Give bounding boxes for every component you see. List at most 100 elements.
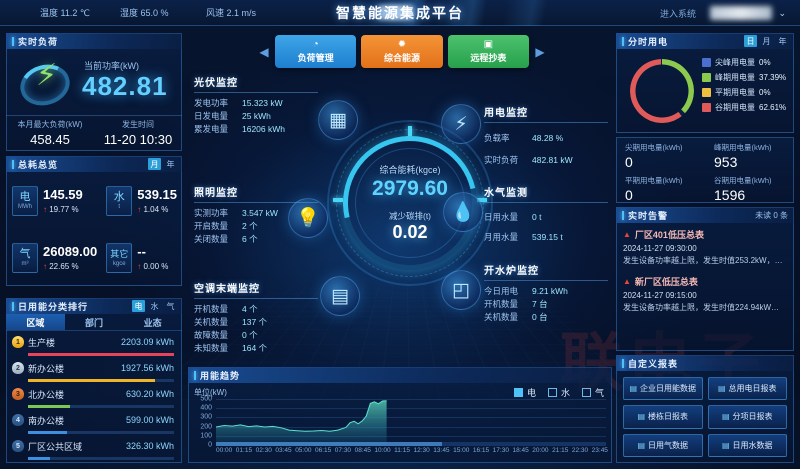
list-item[interactable]: 1 生产楼 2203.09 kWh (12, 335, 174, 361)
realtime-load-panel: 实时负荷 ⚡ 当前功率(kW) 482.81 本月最大负荷(kW) 458.45… (6, 33, 182, 151)
list-item[interactable]: 3 北办公楼 630.20 kWh (12, 387, 174, 413)
gridline (216, 399, 606, 400)
enter-system-link[interactable]: 进入系统 (659, 9, 696, 19)
tab-department[interactable]: 部门 (85, 317, 104, 328)
list-item[interactable]: 4 南办公楼 599.00 kWh (12, 413, 174, 439)
power-monitor-block[interactable]: 用电监控 负载率 48.28 % 实时负荷 482.81 kW (484, 104, 608, 171)
legend-item[interactable]: 平期用电量 0% (702, 85, 792, 100)
legend-checkbox[interactable] (581, 388, 591, 397)
nav-prev-arrow[interactable]: ◀ (259, 44, 269, 59)
row-key: 关机数量 (484, 312, 519, 322)
report-button-daily-gas[interactable]: ▤ 日用气数据 (623, 433, 703, 457)
consumption-item-gas[interactable]: 气 m³ 26089.00 ↑ 22.65 % (6, 229, 100, 286)
tab-gas[interactable]: 气 (166, 301, 175, 311)
gridline (216, 408, 606, 410)
consumption-item-water[interactable]: 水 t 539.15 ↑ 1.04 % (100, 172, 182, 229)
alarm-timestamp: 2024-11-27 09:30:00 (623, 244, 697, 253)
nav-next-arrow[interactable]: ▶ (535, 44, 545, 59)
row-key: 日发电量 (194, 111, 229, 121)
tab-month[interactable]: 月 (762, 36, 771, 46)
report-button-daily-water[interactable]: ▤ 日用水数据 (707, 433, 787, 457)
badge-unit: kgce (112, 260, 126, 267)
report-button-building-daily[interactable]: ▤ 楼栋日报表 (623, 405, 703, 429)
legend-item-electricity[interactable]: 电 (513, 386, 536, 399)
solar-panel-icon: ▦ (318, 100, 358, 140)
list-item[interactable]: ▲ 新厂区低压总表 2024-11-27 09:15:00 发生设备功率越上限，… (623, 275, 787, 313)
tab-year[interactable]: 年 (778, 36, 787, 46)
legend-item[interactable]: 尖峰用电量 0% (702, 55, 792, 70)
legend-label: 气 (594, 388, 604, 398)
consumption-grid: 电 MWh 145.59 ↑ 19.77 % 水 t 539.15 ↑ 1.04 (6, 172, 182, 286)
legend-item[interactable]: 峰期用电量 37.39% (702, 70, 792, 85)
row-value: 15.323 kW (242, 98, 283, 108)
legend-swatch (702, 103, 711, 112)
nav-item-remote-meter-reading[interactable]: ▣ 远程抄表 (447, 35, 529, 68)
pv-monitor-block[interactable]: 光伏监控 发电功率 15.323 kW 日发电量 25 kWh 累发电量 162… (194, 74, 318, 136)
nav-item-integrated-energy[interactable]: ✹ 综合能源 (361, 35, 443, 68)
daily-consumption-ranking-panel: 日用能分类排行 电 水 气 区域 部门 业态 1 生产楼 2203.09 kWh… (6, 298, 182, 463)
report-button-enterprise-daily-energy[interactable]: ▤ 企业日用能数据 (623, 377, 703, 401)
tab-day[interactable]: 日 (744, 35, 757, 47)
tab-month[interactable]: 月 (148, 158, 161, 170)
tab-year[interactable]: 年 (166, 159, 175, 169)
consumption-item-other[interactable]: 其它 kgce -- ↑ 0.00 % (100, 229, 182, 286)
water-gas-monitor-block[interactable]: 水气监测 日用水量 0 t 月用水量 539.15 t (484, 184, 608, 247)
panel-header: 用能趋势 (188, 367, 612, 383)
badge-label: 其它 (110, 248, 129, 259)
x-tick-label: 03:45 (275, 447, 292, 454)
nav-item-label: 综合能源 (383, 52, 420, 63)
y-tick-label: 300 (200, 413, 212, 421)
legend-swatch (702, 73, 711, 82)
legend-label: 峰期用电量 (715, 73, 755, 82)
legend-item[interactable]: 谷期用电量 62.61% (702, 100, 792, 115)
legend-checkbox[interactable] (547, 388, 557, 397)
gauge-tick-right (477, 198, 487, 202)
medal-icon: 3 (12, 388, 24, 400)
report-button-subitem-daily[interactable]: ▤ 分项日报表 (707, 405, 787, 429)
panel-header: 自定义报表 (616, 355, 794, 371)
realtime-alarm-panel: 实时告警 未读 0 条 ▲ 厂区401低压总表 2024-11-27 09:30… (616, 207, 794, 351)
rank-row-top: 4 南办公楼 599.00 kWh (12, 413, 174, 427)
legend-label: 平期用电量 (715, 88, 755, 97)
legend-item-water[interactable]: 水 (547, 386, 570, 399)
boiler-monitor-block[interactable]: 开水炉监控 今日用电 9.21 kWh 开机数量 7 台 关机数量 0 台 (484, 262, 608, 324)
legend-percent: 62.61% (759, 103, 787, 112)
tab-water[interactable]: 水 (150, 301, 159, 311)
weather-wind-speed: 风速 2.1 m/s (206, 8, 257, 18)
chevron-down-icon[interactable]: ⌄ (778, 8, 786, 18)
x-tick-label: 00:00 (216, 447, 233, 454)
consumption-item-electricity[interactable]: 电 MWh 145.59 ↑ 19.77 % (6, 172, 100, 229)
report-button-total-electricity-daily[interactable]: ▤ 总用电日报表 (707, 377, 787, 401)
medal-icon: 5 (12, 440, 24, 452)
lighting-monitor-block[interactable]: 照明监控 实测功率 3.547 kW 开启数量 2 个 关闭数量 6 个 (194, 184, 318, 246)
scrollbar-thumb[interactable] (216, 442, 443, 446)
row-value: 0 个 (242, 330, 258, 340)
medal-icon: 2 (12, 362, 24, 374)
consumption-delta: ↑ 0.00 % (137, 262, 168, 271)
tab-area[interactable]: 区域 (6, 314, 65, 330)
block-title: 空调末端监控 (194, 280, 318, 299)
rank-value: 326.30 kWh (125, 441, 174, 451)
user-account-name[interactable] (710, 6, 772, 20)
nav-item-load-management[interactable]: ◔ 负荷管理 (275, 35, 357, 68)
tab-business[interactable]: 业态 (143, 317, 162, 328)
panel-title: 实时告警 (628, 210, 669, 221)
report-button-label: 总用电日报表 (728, 384, 777, 394)
app-header: 温度 11.2 ℃ 湿度 65.0 % 风速 2.1 m/s 智慧能源集成平台 … (0, 0, 800, 26)
chart-horizontal-scrollbar[interactable] (216, 442, 606, 446)
time-of-use-panel: 分时用电 日 月 年 尖峰用电量 0% 峰期用电量 37.39% 平期用电量 0… (616, 33, 794, 133)
legend-checkbox[interactable] (513, 388, 523, 397)
arrow-up-icon: ↑ (137, 261, 142, 271)
list-item[interactable]: 2 新办公楼 1927.56 kWh (12, 361, 174, 387)
row-key: 故障数量 (194, 330, 229, 340)
hvac-monitor-block[interactable]: 空调末端监控 开机数量 4 个 关机数量 137 个 故障数量 0 个 未知数量… (194, 280, 318, 355)
x-tick-label: 06:15 (314, 447, 332, 454)
list-item[interactable]: 5 厂区公共区域 326.30 kWh (12, 439, 174, 462)
badge-label: 电 (19, 190, 31, 203)
row-key: 实时负荷 (484, 155, 519, 165)
consumption-value: -- (137, 243, 146, 259)
list-item[interactable]: ▲ 厂区401低压总表 2024-11-27 09:30:00 发生设备功率越上… (623, 228, 787, 266)
legend-item-gas[interactable]: 气 (581, 386, 604, 399)
tab-electricity[interactable]: 电 (132, 300, 145, 312)
row-key: 开机数量 (194, 304, 229, 314)
